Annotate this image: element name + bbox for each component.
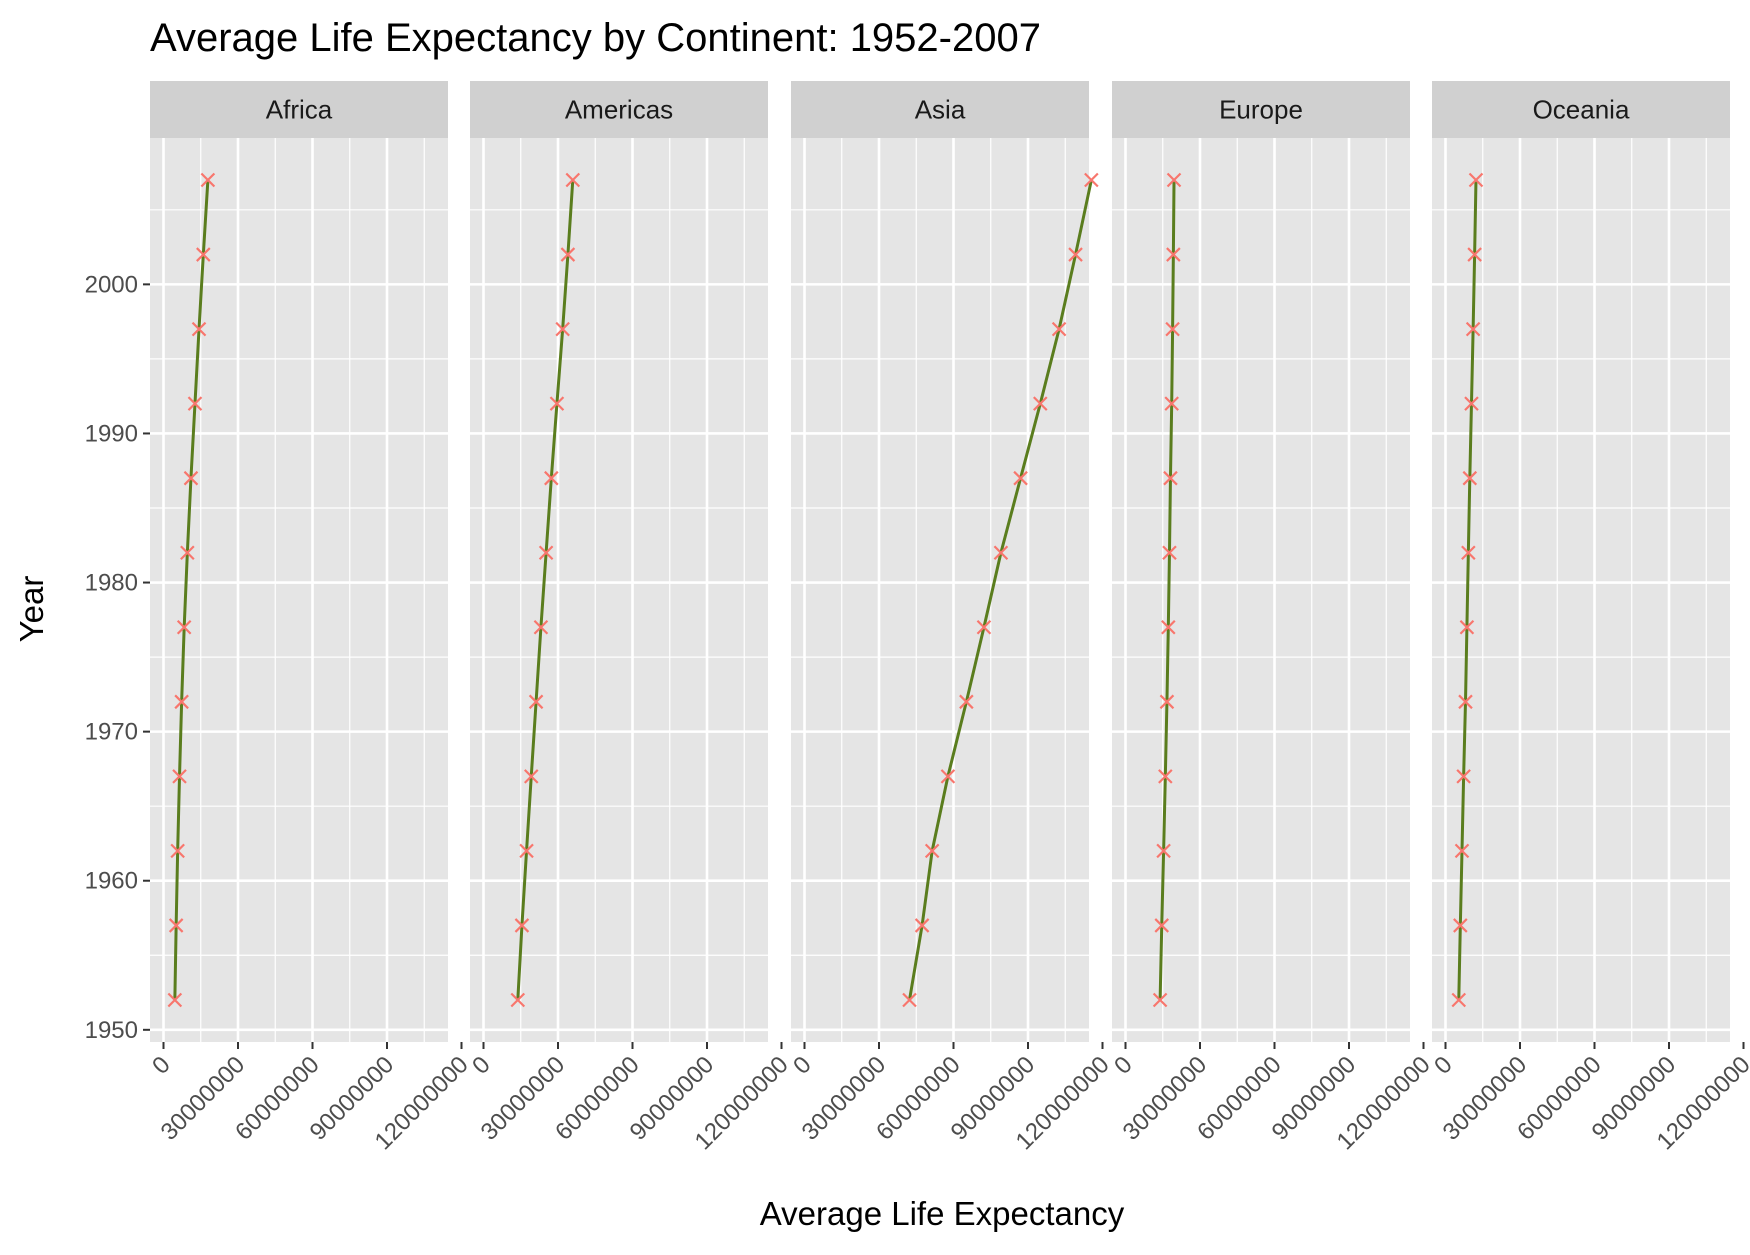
series-line-africa xyxy=(173,179,210,1001)
facet-strip xyxy=(470,81,768,138)
data-point-marker xyxy=(902,992,917,1008)
facet-strip-label: Africa xyxy=(266,95,333,125)
y-tick-label: 2000 xyxy=(85,271,138,298)
x-axis-title: Average Life Expectancy xyxy=(760,1195,1125,1232)
data-point-marker xyxy=(1451,992,1467,1008)
series-line-europe xyxy=(1158,179,1176,1001)
facet-panel-background xyxy=(1432,138,1730,1042)
facet-panel-americas: Americas03000000060000000900000001200000… xyxy=(467,81,794,1155)
data-point-marker xyxy=(1453,918,1468,933)
data-point-marker xyxy=(176,619,192,635)
data-point-marker xyxy=(1084,172,1099,188)
data-point-marker xyxy=(976,619,992,635)
facet-panels: Africa0300000006000000090000000120000000… xyxy=(85,81,1750,1155)
data-point-marker xyxy=(565,172,581,188)
data-point-marker xyxy=(1154,918,1170,933)
data-point-marker xyxy=(1458,694,1473,710)
data-point-marker xyxy=(959,694,974,710)
data-point-marker xyxy=(187,396,203,411)
series-line-americas xyxy=(516,179,575,1001)
data-point-marker xyxy=(1461,545,1476,561)
y-tick-label: 1990 xyxy=(85,420,138,447)
data-point-marker xyxy=(174,694,189,710)
facet-strip-label: Asia xyxy=(915,95,966,125)
data-point-marker xyxy=(914,918,930,933)
data-point-marker xyxy=(940,769,956,784)
data-point-marker xyxy=(172,769,187,784)
y-tick-label: 1980 xyxy=(85,570,138,597)
facet-panel-background xyxy=(470,138,768,1042)
data-point-marker xyxy=(196,247,211,262)
facet-strip xyxy=(1432,81,1730,138)
data-point-marker xyxy=(1456,769,1471,784)
data-point-marker xyxy=(1156,843,1171,859)
data-point-marker xyxy=(170,843,185,859)
data-point-marker xyxy=(1068,247,1083,262)
data-point-marker xyxy=(510,992,526,1008)
facet-strip-label: Americas xyxy=(565,95,673,125)
data-point-marker xyxy=(523,769,539,784)
data-point-marker xyxy=(1159,694,1175,710)
y-tick-label: 1950 xyxy=(85,1017,138,1044)
y-axis-title: Year xyxy=(13,576,50,643)
facet-strip-label: Oceania xyxy=(1533,95,1630,125)
data-point-marker xyxy=(538,545,554,561)
data-point-marker xyxy=(1152,992,1168,1008)
data-point-marker xyxy=(1163,470,1178,486)
data-point-marker xyxy=(1454,843,1470,859)
facet-strip xyxy=(791,81,1089,138)
data-point-marker xyxy=(549,396,565,411)
data-point-marker xyxy=(560,247,576,262)
facet-panel-background xyxy=(150,138,448,1042)
data-point-marker xyxy=(1465,321,1481,337)
data-point-marker xyxy=(528,694,544,710)
data-point-marker xyxy=(180,545,195,561)
data-point-marker xyxy=(533,619,549,635)
data-point-marker xyxy=(183,470,199,486)
data-point-marker xyxy=(1464,396,1479,411)
data-point-marker xyxy=(924,843,940,859)
data-point-marker xyxy=(1164,396,1179,411)
data-point-marker xyxy=(1162,545,1177,561)
facet-strip-label: Europe xyxy=(1219,95,1303,125)
data-point-marker xyxy=(1033,396,1048,411)
data-point-marker xyxy=(993,545,1009,561)
data-point-marker xyxy=(1158,769,1173,784)
data-point-marker xyxy=(1165,321,1180,337)
data-point-marker xyxy=(544,470,559,486)
series-line-oceania xyxy=(1457,179,1478,1001)
data-point-marker xyxy=(1462,470,1478,486)
data-point-marker xyxy=(519,843,534,859)
data-point-marker xyxy=(1166,247,1181,262)
facet-panel-background xyxy=(791,138,1089,1042)
data-point-marker xyxy=(191,321,207,337)
facet-panel-oceania: Oceania030000000600000009000000012000000… xyxy=(1429,81,1750,1155)
data-point-marker xyxy=(1468,172,1484,188)
data-point-marker xyxy=(1166,172,1182,188)
facet-panel-background xyxy=(1112,138,1410,1042)
data-point-marker xyxy=(1459,619,1475,635)
data-point-marker xyxy=(168,918,184,933)
facet-strip xyxy=(1112,81,1410,138)
data-point-marker xyxy=(167,992,183,1008)
y-axis: 1950 1960 1970 1980 1990 2000 xyxy=(85,271,150,1044)
data-point-marker xyxy=(1161,619,1176,635)
data-point-marker xyxy=(1013,470,1028,486)
series-line-asia xyxy=(908,179,1093,1001)
chart-title: Average Life Expectancy by Continent: 19… xyxy=(150,16,1041,60)
facet-strip xyxy=(150,81,448,138)
y-tick-label: 1970 xyxy=(85,719,138,746)
y-tick-label: 1960 xyxy=(85,868,138,895)
data-point-marker xyxy=(514,918,530,933)
data-point-marker xyxy=(555,321,570,337)
data-point-marker xyxy=(1467,247,1482,262)
data-point-marker xyxy=(1051,321,1067,337)
data-point-marker xyxy=(200,172,216,188)
